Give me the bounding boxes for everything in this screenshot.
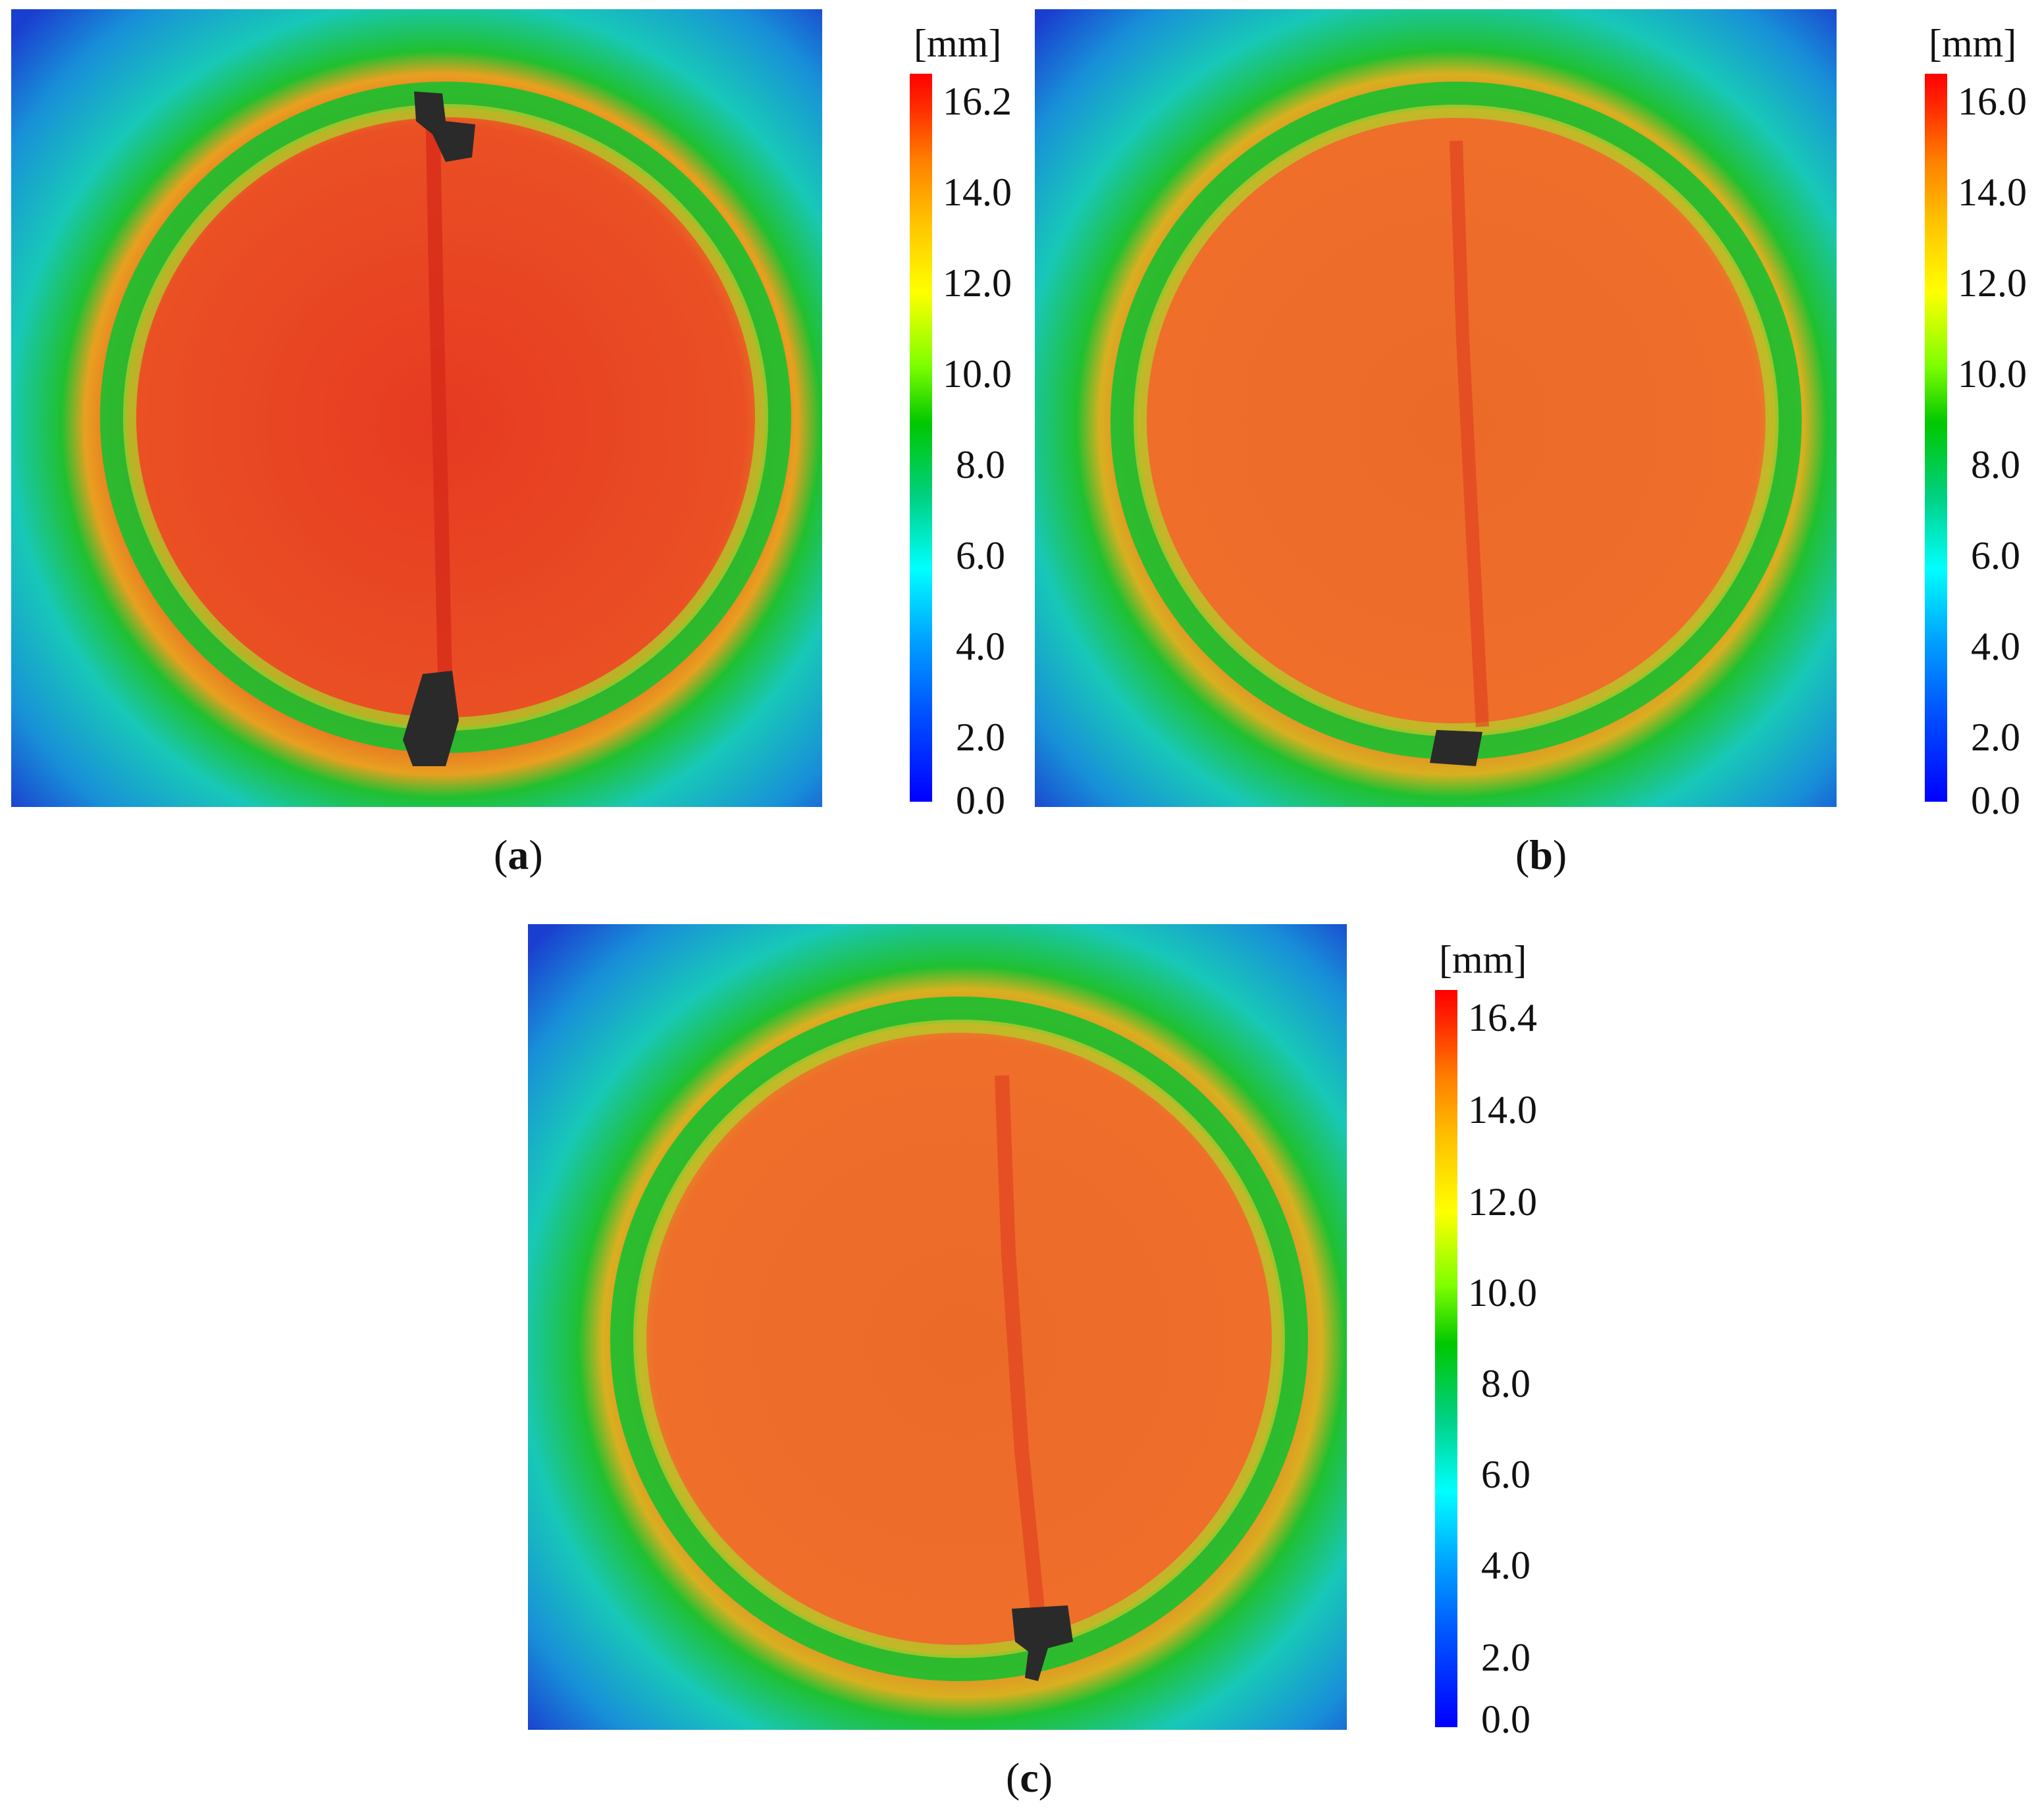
colorbar-strip-a	[910, 74, 932, 802]
colorbar-tick-b-8: 0.0	[1971, 779, 2020, 822]
colorbar-unit-c: [mm]	[1439, 938, 1527, 981]
displacement-map-a	[11, 9, 822, 807]
colorbar-tick-c-2: 12.0	[1468, 1180, 1537, 1224]
colorbar-tick-c-8: 0.0	[1481, 1698, 1530, 1741]
colorbar-a: [mm] 16.2 14.0 12.0 10.0 8.0 6.0 4.0 2.0…	[910, 22, 1055, 820]
colorbar-tick-b-3: 10.0	[1958, 352, 2027, 396]
colorbar-tick-b-6: 4.0	[1971, 625, 2020, 668]
panel-label-b: (b)	[1515, 831, 1567, 878]
crack-debris-top	[414, 91, 475, 162]
colorbar-tick-b-5: 6.0	[1971, 534, 2020, 577]
colorbar-tick-a-0: 16.2	[943, 80, 1012, 123]
colorbar-tick-b-0: 16.0	[1958, 80, 2027, 123]
colorbar-strip-b	[1925, 74, 1947, 802]
colorbar-tick-a-3: 10.0	[943, 352, 1012, 396]
panel-label-c: (c)	[1006, 1754, 1053, 1801]
colorbar-unit-a: [mm]	[914, 22, 1002, 65]
colorbar-tick-c-6: 4.0	[1481, 1544, 1530, 1587]
colorbar-tick-b-4: 8.0	[1971, 443, 2020, 486]
colorbar-tick-a-2: 12.0	[943, 261, 1012, 305]
colorbar-tick-a-6: 4.0	[956, 625, 1005, 668]
colorbar-strip-c	[1435, 990, 1457, 1727]
colorbar-tick-a-1: 14.0	[943, 170, 1012, 214]
colorbar-tick-b-1: 14.0	[1958, 170, 2027, 214]
colorbar-c: [mm] 16.4 14.0 12.0 10.0 8.0 6.0 4.0 2.0…	[1435, 938, 1580, 1739]
colorbar-tick-c-5: 6.0	[1481, 1453, 1530, 1496]
colorbar-tick-c-0: 16.4	[1468, 996, 1537, 1039]
colorbar-unit-b: [mm]	[1929, 22, 2017, 65]
colorbar-tick-a-7: 2.0	[956, 715, 1005, 759]
colorbar-tick-a-8: 0.0	[956, 779, 1005, 822]
colorbar-tick-a-4: 8.0	[956, 443, 1005, 486]
displacement-map-c	[528, 924, 1347, 1730]
colorbar-tick-c-4: 8.0	[1481, 1362, 1530, 1405]
colorbar-tick-c-3: 10.0	[1468, 1271, 1537, 1314]
crack-debris-bottom	[1012, 1605, 1073, 1681]
crack-debris-bottom	[1430, 730, 1482, 766]
panel-label-a: (a)	[494, 831, 543, 878]
colorbar-tick-b-7: 2.0	[1971, 715, 2020, 759]
colorbar-tick-b-2: 12.0	[1958, 261, 2027, 305]
colorbar-tick-a-5: 6.0	[956, 534, 1005, 577]
displacement-map-b	[1035, 9, 1837, 807]
crack-debris-bottom	[403, 671, 459, 766]
colorbar-tick-c-7: 2.0	[1481, 1636, 1530, 1679]
colorbar-b: [mm] 16.0 14.0 12.0 10.0 8.0 6.0 4.0 2.0…	[1925, 22, 2040, 820]
colorbar-tick-c-1: 14.0	[1468, 1088, 1537, 1131]
